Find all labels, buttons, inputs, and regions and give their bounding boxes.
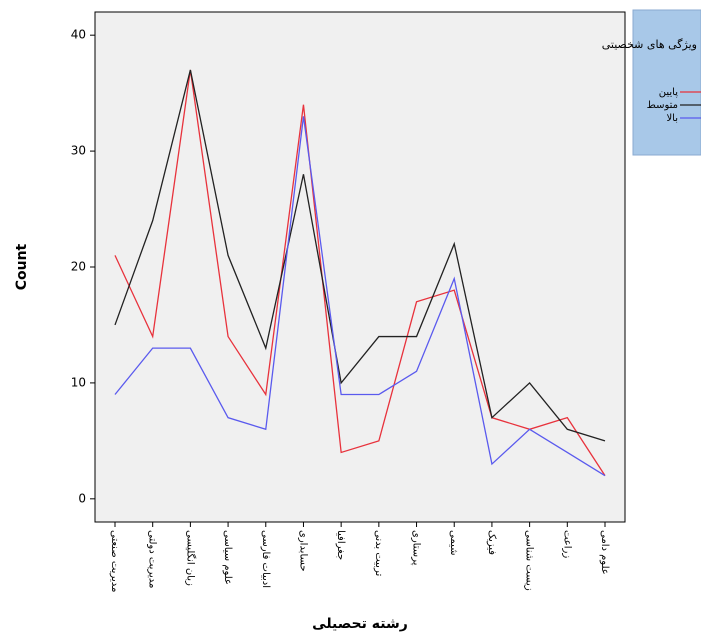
x-tick-label: زبان انگلیسی bbox=[184, 530, 196, 586]
series-line bbox=[114, 69, 606, 442]
x-tick-label: پرستاری bbox=[411, 530, 422, 566]
legend-title: ویژگی های شخصیتی bbox=[602, 38, 697, 51]
x-tick-label: مدیریت صنعتی bbox=[109, 530, 120, 592]
plot-area bbox=[94, 11, 626, 523]
x-tick-label: جغرافیا bbox=[335, 530, 346, 560]
x-axis-label: رشته تحصیلی bbox=[312, 616, 408, 632]
x-tick-label: مدیریت دولتی bbox=[147, 530, 158, 588]
legend-label: بالا bbox=[666, 113, 678, 124]
y-axis-label: Count bbox=[14, 243, 30, 290]
y-tick-label: 20 bbox=[71, 260, 86, 274]
x-tick-label: علوم سیاسی bbox=[222, 530, 233, 585]
x-tick-label: زراعت bbox=[561, 530, 572, 558]
x-tick-label: زیست شناسی bbox=[524, 530, 535, 591]
legend-label: متوسط bbox=[647, 100, 678, 111]
x-tick-label: فیزیک bbox=[486, 530, 497, 555]
x-tick-label: شیمی bbox=[448, 530, 459, 556]
legend-label: پایین bbox=[659, 87, 678, 98]
y-tick-label: 0 bbox=[78, 491, 86, 505]
x-tick-label: ادبیات فارسی bbox=[260, 530, 271, 588]
x-tick-label: تربیت بدنی bbox=[373, 530, 384, 576]
y-tick-label: 40 bbox=[71, 28, 86, 42]
y-tick-label: 30 bbox=[71, 144, 86, 158]
x-tick-label: حسابداری bbox=[297, 530, 308, 572]
legend-box bbox=[632, 9, 701, 156]
y-tick-label: 10 bbox=[71, 375, 86, 389]
series-line bbox=[114, 69, 606, 476]
x-tick-label: علوم دامی bbox=[599, 530, 610, 575]
series-line bbox=[114, 116, 606, 477]
